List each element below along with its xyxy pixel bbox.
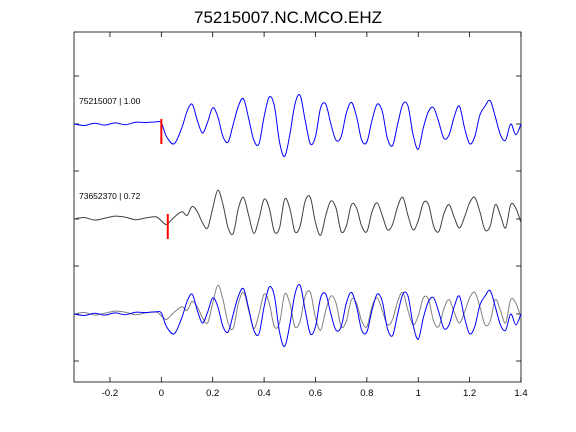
x-tick-label: 0.6: [309, 388, 322, 399]
x-tick-label: 1.2: [463, 388, 476, 399]
x-tick-label: 0: [159, 388, 164, 399]
trace-labels: 75215007 | 1.00 73652370 | 0.72: [79, 96, 141, 201]
chart-title: 75215007.NC.MCO.EHZ: [194, 8, 382, 27]
x-tick-label: 0.8: [360, 388, 373, 399]
overlay-trace-blue: [73, 284, 522, 347]
x-tick-label: 0.2: [206, 388, 219, 399]
x-tick-label: -0.2: [102, 388, 118, 399]
overlay-trace-gray: [73, 284, 522, 331]
trace-73652370: [73, 189, 522, 236]
x-tick-label: 1: [416, 388, 421, 399]
x-tick-label: 0.4: [257, 388, 270, 399]
trace-label: 75215007 | 1.00: [79, 96, 141, 106]
trace-75215007: [73, 94, 522, 157]
x-axis: -0.2 0 0.2 0.4 0.6 0.8 1 1.2 1.4: [102, 32, 528, 399]
plot-frame: [73, 31, 522, 383]
x-tick-label: 1.4: [514, 388, 527, 399]
traces: [73, 94, 522, 347]
trace-label: 73652370 | 0.72: [79, 191, 141, 201]
